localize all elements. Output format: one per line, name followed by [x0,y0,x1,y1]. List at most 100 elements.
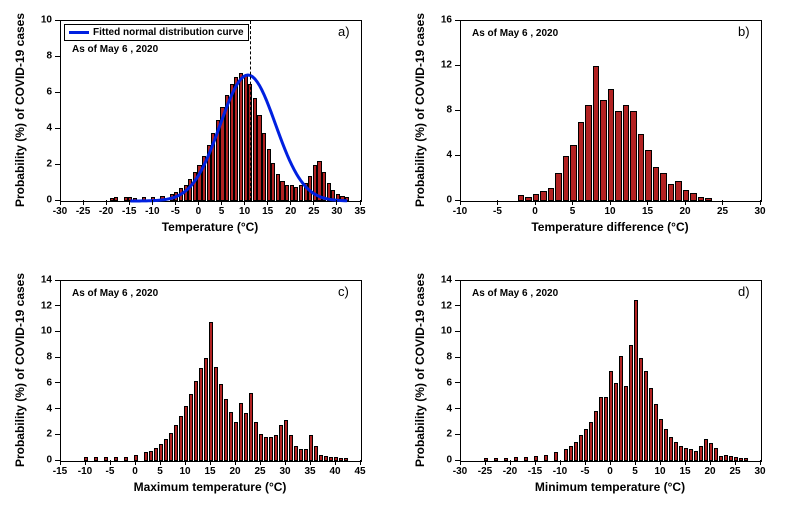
xtick [135,460,136,465]
ytick-label: 10 [441,326,452,337]
xtick-label: 25 [729,466,740,477]
xtick [244,200,245,205]
xtick [635,460,636,465]
bar [514,457,519,461]
xtick [60,200,61,205]
xtick [560,460,561,465]
ytick [455,280,460,281]
xtick-label: 45 [354,466,365,477]
bar [280,181,284,201]
xtick-label: 35 [304,466,315,477]
xtick [660,460,661,465]
xtick [335,460,336,465]
bar [202,156,206,201]
bar [689,449,694,461]
plot-b [460,20,762,202]
bar [669,437,674,461]
ytick-label: 10 [41,326,52,337]
xtick-label: -10 [453,206,467,217]
bar [207,145,211,201]
figure: -30-25-20-15-10-5051015202530350246810Te… [0,0,790,510]
bar [578,122,585,201]
bar [244,75,248,201]
ytick-label: 4 [446,150,452,161]
ytick-label: 14 [41,275,52,286]
xtick-label: 15 [679,466,690,477]
ytick-label: 12 [441,60,452,71]
bar [276,174,280,201]
ytick [455,460,460,461]
bar [729,456,734,461]
bar [609,371,614,461]
xtick-label: -10 [78,466,92,477]
ytick-label: 8 [446,352,452,363]
ytick [55,357,60,358]
bar [593,66,600,201]
bar [327,183,331,201]
bar [654,404,659,461]
xtick [760,200,761,205]
xtick-label: -10 [145,206,159,217]
ytick [455,155,460,156]
bar [199,368,204,461]
xtick-label: -5 [171,206,180,217]
xtick [585,460,586,465]
bar [660,173,667,201]
bar [555,173,562,201]
bar [144,452,149,461]
xtick [285,460,286,465]
xtick-label: -10 [553,466,567,477]
ytick-label: 10 [41,15,52,26]
xtick [267,200,268,205]
xtick [360,200,361,205]
bar [698,197,705,202]
bar [615,111,622,201]
bar [229,412,234,461]
ytick [455,200,460,201]
bar [284,420,289,461]
bar [690,193,697,201]
bar [664,429,669,461]
bar [234,422,239,461]
bar [170,194,174,201]
ytick [55,164,60,165]
bar [254,422,259,461]
bar [262,133,266,201]
bar [149,451,154,461]
xtick [221,200,222,205]
bar [274,435,279,461]
panel-letter: b) [738,24,750,39]
bar [314,446,319,461]
bar [211,133,215,201]
ytick [455,408,460,409]
bar [694,451,699,461]
bar [94,457,99,461]
xtick [760,460,761,465]
ylabel: Probability (%) of COVID-19 cases [13,13,27,207]
plot-d [460,280,762,462]
bar [619,356,624,461]
ylabel: Probability (%) of COVID-19 cases [413,273,427,467]
ytick [455,382,460,383]
bar [714,448,719,461]
bar [193,172,197,201]
bar [271,163,275,201]
bar [623,105,630,201]
bar [569,446,574,461]
xtick-label: -5 [493,206,502,217]
bar [608,89,615,202]
bar [179,416,184,461]
bar [563,156,570,201]
bar [309,435,314,461]
xtick [129,200,130,205]
bar [339,458,344,461]
xtick-label: 20 [679,206,690,217]
ytick [55,128,60,129]
bar [308,176,312,201]
xtick-label: -15 [122,206,136,217]
bar [230,84,234,201]
xtick-label: 10 [239,206,250,217]
xlabel: Minimum temperature (°C) [535,480,685,494]
bar [110,198,114,201]
xtick [572,200,573,205]
